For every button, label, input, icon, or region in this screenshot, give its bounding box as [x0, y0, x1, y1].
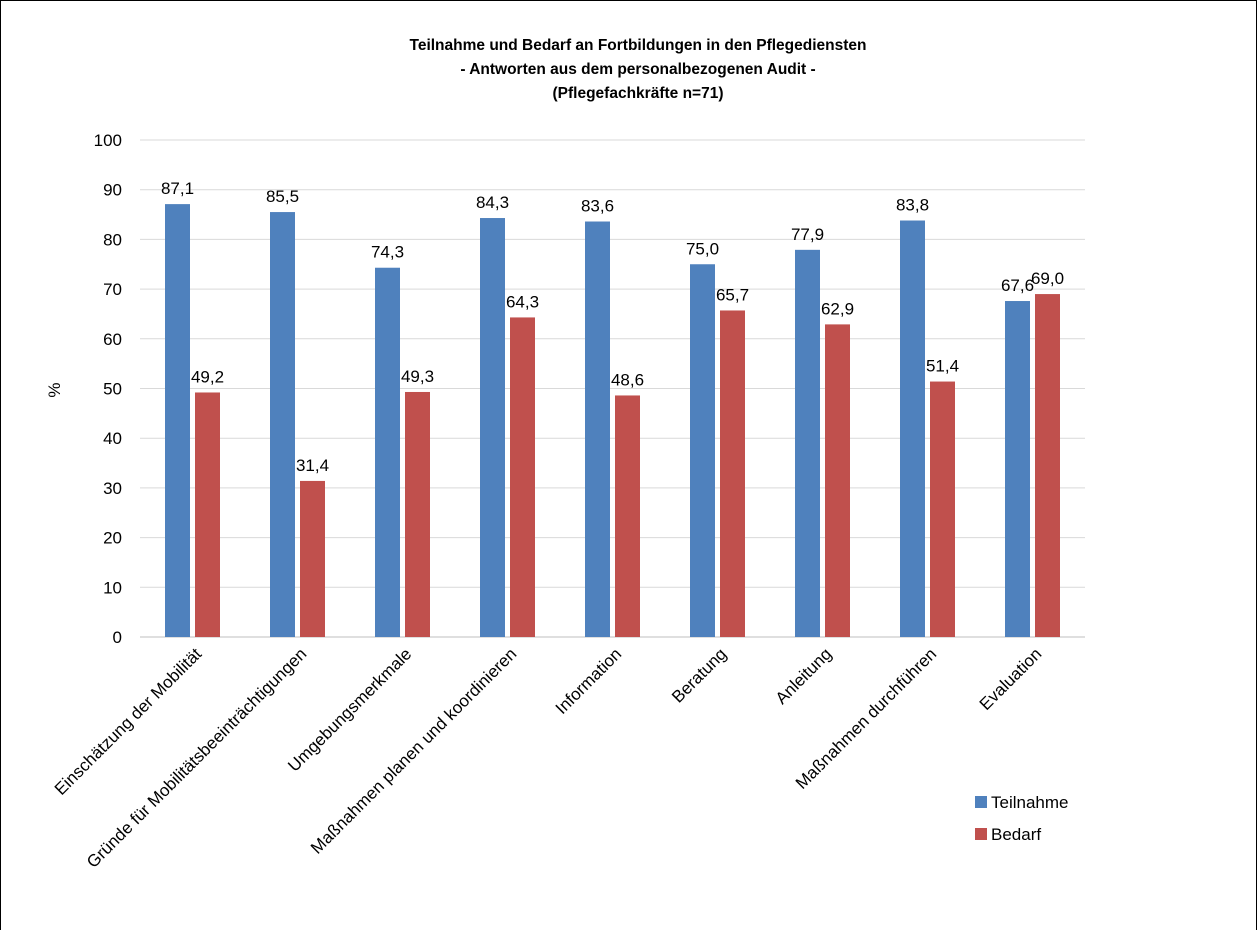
data-label: 74,3 [371, 243, 404, 262]
y-tick-label: 40 [103, 429, 122, 448]
bar-teilnahme [900, 220, 925, 637]
data-label: 67,6 [1001, 276, 1034, 295]
data-label: 83,6 [581, 197, 614, 216]
data-labels: 87,1 49,2 85,5 31,4 74,3 49,3 84,3 64,3 83,6 48,6… [161, 179, 1064, 475]
bar-bedarf [930, 381, 955, 637]
legend-label-bedarf: Bedarf [991, 825, 1041, 844]
data-label: 64,3 [506, 292, 539, 311]
x-tick-label: Maßnahmen planen und koordinieren [307, 644, 520, 857]
bar-bedarf [720, 310, 745, 637]
data-label: 75,0 [686, 239, 719, 258]
bar-teilnahme [585, 221, 610, 637]
gridlines [140, 139, 1085, 638]
data-label: 87,1 [161, 179, 194, 198]
y-tick-label: 10 [103, 578, 122, 597]
legend-swatch-teilnahme [975, 796, 987, 808]
y-tick-label: 30 [103, 479, 122, 498]
x-tick-label: Evaluation [976, 644, 1046, 714]
x-tick-label: Beratung [668, 644, 730, 706]
x-tick-label: Gründe für Mobilitätsbeeinträchtigungen [83, 644, 310, 871]
x-tick-label: Anleitung [772, 644, 836, 708]
data-label: 31,4 [296, 456, 329, 475]
chart-title-line-3: (Pflegefachkräfte n=71) [553, 85, 724, 102]
y-tick-label: 50 [103, 380, 122, 399]
data-label: 49,2 [191, 367, 224, 386]
data-label: 84,3 [476, 193, 509, 212]
bar-teilnahme [165, 204, 190, 637]
y-axis-label: % [45, 382, 64, 397]
y-tick-label: 70 [103, 280, 122, 299]
data-label: 69,0 [1031, 269, 1064, 288]
y-axis-ticks: 0 10 20 30 40 50 60 70 80 90 100 [94, 131, 122, 647]
x-tick-label: Information [552, 644, 626, 718]
bar-teilnahme [270, 212, 295, 637]
bar-bedarf [405, 391, 430, 637]
chart-title: Teilnahme und Bedarf an Fortbildungen in… [410, 37, 867, 102]
data-label: 49,3 [401, 367, 434, 386]
data-label: 51,4 [926, 357, 959, 376]
data-label: 62,9 [821, 299, 854, 318]
data-label: 77,9 [791, 225, 824, 244]
data-label: 65,7 [716, 285, 749, 304]
legend: Teilnahme Bedarf [975, 793, 1069, 844]
legend-swatch-bedarf [975, 828, 987, 840]
y-tick-label: 60 [103, 330, 122, 349]
bars [165, 204, 1060, 638]
bar-bedarf [300, 480, 325, 637]
data-label: 48,6 [611, 370, 644, 389]
bar-bedarf [195, 392, 220, 637]
bar-bedarf [615, 395, 640, 637]
data-label: 85,5 [266, 187, 299, 206]
y-tick-label: 90 [103, 181, 122, 200]
bar-bedarf [1035, 294, 1060, 637]
bar-teilnahme [795, 249, 820, 637]
bar-teilnahme [480, 218, 505, 638]
legend-label-teilnahme: Teilnahme [991, 793, 1069, 812]
bar-teilnahme [690, 264, 715, 637]
y-tick-label: 100 [94, 131, 122, 150]
y-tick-label: 80 [103, 230, 122, 249]
bar-bedarf [510, 317, 535, 637]
chart-title-line-1: Teilnahme und Bedarf an Fortbildungen in… [410, 37, 867, 54]
y-tick-label: 20 [103, 529, 122, 548]
chart-title-line-2: - Antworten aus dem personalbezogenen Au… [460, 61, 815, 78]
y-tick-label: 0 [113, 628, 122, 647]
bar-teilnahme [375, 267, 400, 637]
data-label: 83,8 [896, 196, 929, 215]
bar-bedarf [825, 324, 850, 637]
bar-teilnahme [1005, 301, 1030, 637]
